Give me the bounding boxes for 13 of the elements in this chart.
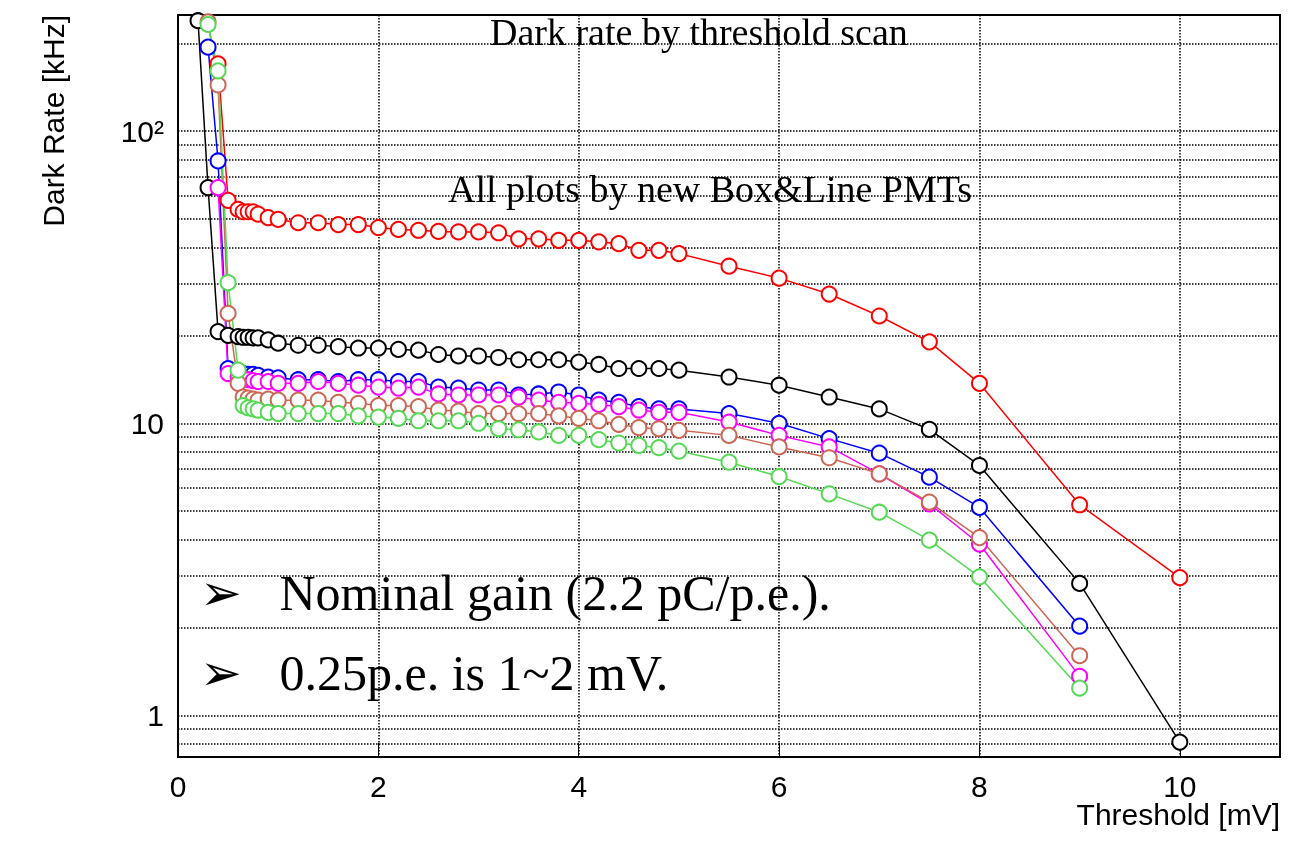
annotation: ➢ Nominal gain (2.2 pC/p.e.).	[200, 565, 831, 621]
x-tick-label: 2	[370, 769, 387, 803]
x-tick-label: 8	[971, 769, 988, 803]
annotation: ➢ 0.25p.e. is 1~2 mV.	[200, 645, 669, 701]
annotation: All plots by new Box&Line PMTs	[448, 168, 973, 210]
x-tick-label: 0	[169, 769, 187, 803]
y-tick-label: 10	[130, 406, 164, 440]
y-axis-title: Dark Rate [kHz]	[36, 15, 70, 227]
chart-title: Dark rate by threshold scan	[490, 11, 908, 53]
y-tick-label: 1	[147, 698, 164, 732]
x-tick-label: 6	[770, 769, 788, 803]
x-tick-label: 4	[570, 769, 588, 803]
y-tick-label: 10²	[120, 114, 165, 148]
